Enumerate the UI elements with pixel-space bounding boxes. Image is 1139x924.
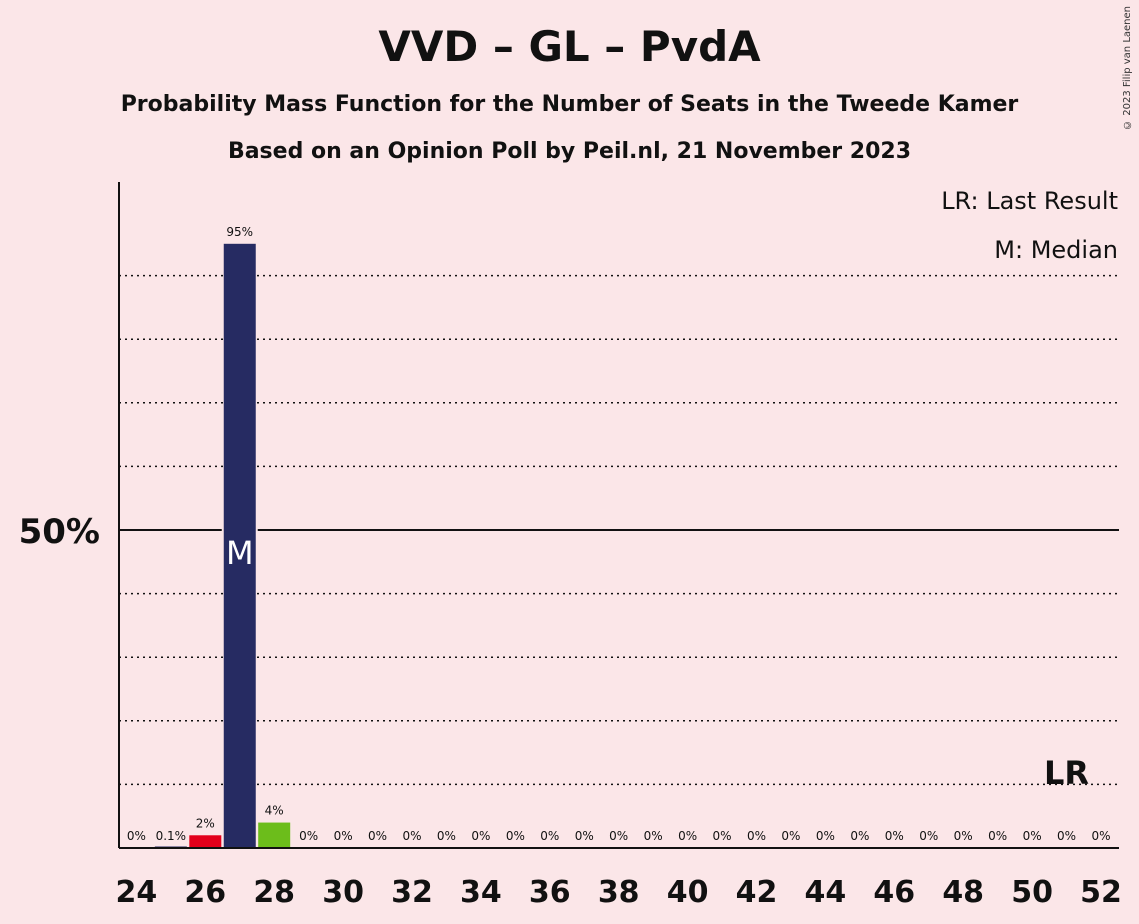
- data-label-seat-31: 0%: [368, 829, 387, 843]
- data-label-seat-50: 0%: [1023, 829, 1042, 843]
- x-tick-label-46: 46: [873, 875, 915, 910]
- bar-seat-26: [189, 835, 222, 848]
- x-tick-label-52: 52: [1080, 875, 1122, 910]
- data-label-seat-35: 0%: [506, 829, 525, 843]
- x-tick-label-44: 44: [805, 875, 847, 910]
- x-tick-label-34: 34: [460, 875, 502, 910]
- data-label-seat-39: 0%: [644, 829, 663, 843]
- data-label-seat-49: 0%: [988, 829, 1007, 843]
- data-label-seat-29: 0%: [299, 829, 318, 843]
- data-label-seat-44: 0%: [816, 829, 835, 843]
- chart-subtitle: Probability Mass Function for the Number…: [120, 92, 1019, 117]
- data-label-seat-48: 0%: [954, 829, 973, 843]
- chart-title: VVD – GL – PvdA: [378, 22, 761, 71]
- gridlines: [119, 274, 1119, 786]
- data-label-seat-46: 0%: [885, 829, 904, 843]
- data-label-seat-28: 4%: [265, 804, 284, 818]
- x-tick-label-48: 48: [942, 875, 984, 910]
- data-label-seat-40: 0%: [678, 829, 697, 843]
- legend-median: M: Median: [994, 236, 1118, 264]
- data-label-seat-24: 0%: [127, 829, 146, 843]
- x-tick-label-30: 30: [322, 875, 364, 910]
- data-labels: 0% 0.1% 2% 95% 4% 0% 0% 0% 0% 0% 0% 0% 0% 0% 0% 0% 0% 0% 0…: [127, 225, 1111, 843]
- x-tick-label-24: 24: [116, 875, 158, 910]
- axes: 50% 24 26 28 30 32 34 36 38 40 42 44 46 48 50 52: [19, 182, 1122, 910]
- x-tick-label-50: 50: [1011, 875, 1053, 910]
- data-label-seat-25: 0.1%: [156, 829, 187, 843]
- x-tick-label-42: 42: [736, 875, 778, 910]
- data-label-seat-52: 0%: [1091, 829, 1110, 843]
- x-tick-label-28: 28: [253, 875, 295, 910]
- data-label-seat-33: 0%: [437, 829, 456, 843]
- data-label-seat-42: 0%: [747, 829, 766, 843]
- data-label-seat-45: 0%: [850, 829, 869, 843]
- data-label-seat-41: 0%: [713, 829, 732, 843]
- data-label-seat-51: 0%: [1057, 829, 1076, 843]
- data-label-seat-47: 0%: [919, 829, 938, 843]
- data-label-seat-37: 0%: [575, 829, 594, 843]
- bars: [154, 243, 291, 849]
- median-marker: M: [226, 534, 254, 572]
- x-tick-label-36: 36: [529, 875, 571, 910]
- data-label-seat-30: 0%: [334, 829, 353, 843]
- x-tick-label-32: 32: [391, 875, 433, 910]
- data-label-seat-34: 0%: [471, 829, 490, 843]
- data-label-seat-27: 95%: [226, 225, 253, 239]
- data-label-seat-32: 0%: [402, 829, 421, 843]
- bar-seat-28: [258, 822, 291, 848]
- x-tick-label-26: 26: [184, 875, 226, 910]
- data-label-seat-36: 0%: [540, 829, 559, 843]
- bar-seat-27: [223, 243, 256, 849]
- data-label-seat-38: 0%: [609, 829, 628, 843]
- chart-source-subtitle: Based on an Opinion Poll by Peil.nl, 21 …: [227, 139, 912, 164]
- data-label-seat-26: 2%: [196, 816, 215, 830]
- data-label-seat-43: 0%: [781, 829, 800, 843]
- y-tick-label-50: 50%: [19, 512, 100, 552]
- x-tick-label-38: 38: [598, 875, 640, 910]
- legend-last-result: LR: Last Result: [941, 187, 1118, 215]
- last-result-marker: LR: [1044, 754, 1089, 792]
- x-tick-label-40: 40: [667, 875, 709, 910]
